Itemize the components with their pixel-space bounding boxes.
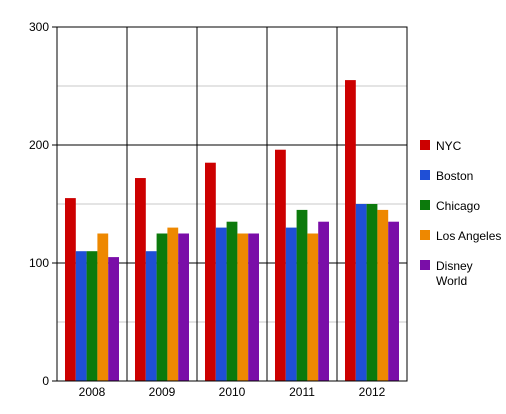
bar-boston-2010 bbox=[215, 227, 227, 381]
bar-nyc-2010 bbox=[205, 162, 216, 381]
x-tick-label: 2010 bbox=[219, 385, 246, 399]
axes bbox=[52, 26, 408, 382]
x-tick-label: 2009 bbox=[149, 385, 176, 399]
bar-los-angeles-2008 bbox=[97, 233, 109, 381]
legend-swatch-chicago bbox=[420, 200, 430, 210]
legend-label-nyc: NYC bbox=[436, 139, 462, 153]
bar-los-angeles-2009 bbox=[167, 227, 179, 381]
y-tick-label: 0 bbox=[42, 374, 49, 388]
bar-boston-2009 bbox=[145, 251, 157, 381]
bar-boston-2012 bbox=[355, 204, 367, 381]
y-tick-label: 100 bbox=[29, 256, 49, 270]
bar-boston-2011 bbox=[285, 227, 297, 381]
bar-los-angeles-2010 bbox=[237, 233, 249, 381]
legend-swatch-los-angeles bbox=[420, 230, 430, 240]
bar-disney-world-2010 bbox=[248, 233, 259, 381]
bar-disney-world-2012 bbox=[388, 221, 399, 381]
bar-disney-world-2008 bbox=[108, 257, 119, 381]
bar-chicago-2012 bbox=[366, 204, 378, 381]
bars bbox=[65, 80, 399, 381]
legend-swatch-boston bbox=[420, 170, 430, 180]
x-tick-label: 2011 bbox=[289, 385, 315, 399]
bar-los-angeles-2011 bbox=[307, 233, 319, 381]
legend-label-disney-world: Disney World bbox=[436, 259, 473, 288]
legend-label-chicago: Chicago bbox=[436, 199, 480, 213]
legend: NYC Boston Chicago Los Angeles Disney World bbox=[420, 139, 501, 288]
y-tick-label: 200 bbox=[29, 138, 49, 152]
plot-frame bbox=[56, 26, 408, 382]
legend-swatch-disney-world bbox=[420, 260, 430, 270]
legend-label-los-angeles: Los Angeles bbox=[436, 229, 501, 243]
legend-label-boston: Boston bbox=[436, 169, 473, 183]
bar-los-angeles-2012 bbox=[377, 209, 389, 381]
bar-chicago-2008 bbox=[86, 251, 98, 381]
x-tick-labels: 2008 2009 2010 2011 2012 bbox=[79, 385, 386, 399]
y-tick-label: 300 bbox=[29, 20, 49, 34]
x-tick-label: 2012 bbox=[359, 385, 386, 399]
bar-nyc-2011 bbox=[275, 149, 286, 381]
legend-swatch-nyc bbox=[420, 140, 430, 150]
bar-disney-world-2009 bbox=[178, 233, 189, 381]
bar-chicago-2011 bbox=[296, 209, 308, 381]
y-tick-labels: 0 100 200 300 bbox=[29, 20, 49, 388]
bar-nyc-2008 bbox=[65, 198, 76, 381]
bar-nyc-2012 bbox=[345, 80, 356, 381]
bar-chicago-2009 bbox=[156, 233, 168, 381]
bar-chicago-2010 bbox=[226, 221, 238, 381]
x-tick-label: 2008 bbox=[79, 385, 106, 399]
bar-disney-world-2011 bbox=[318, 221, 329, 381]
bar-nyc-2009 bbox=[135, 178, 146, 381]
bar-boston-2008 bbox=[75, 251, 87, 381]
